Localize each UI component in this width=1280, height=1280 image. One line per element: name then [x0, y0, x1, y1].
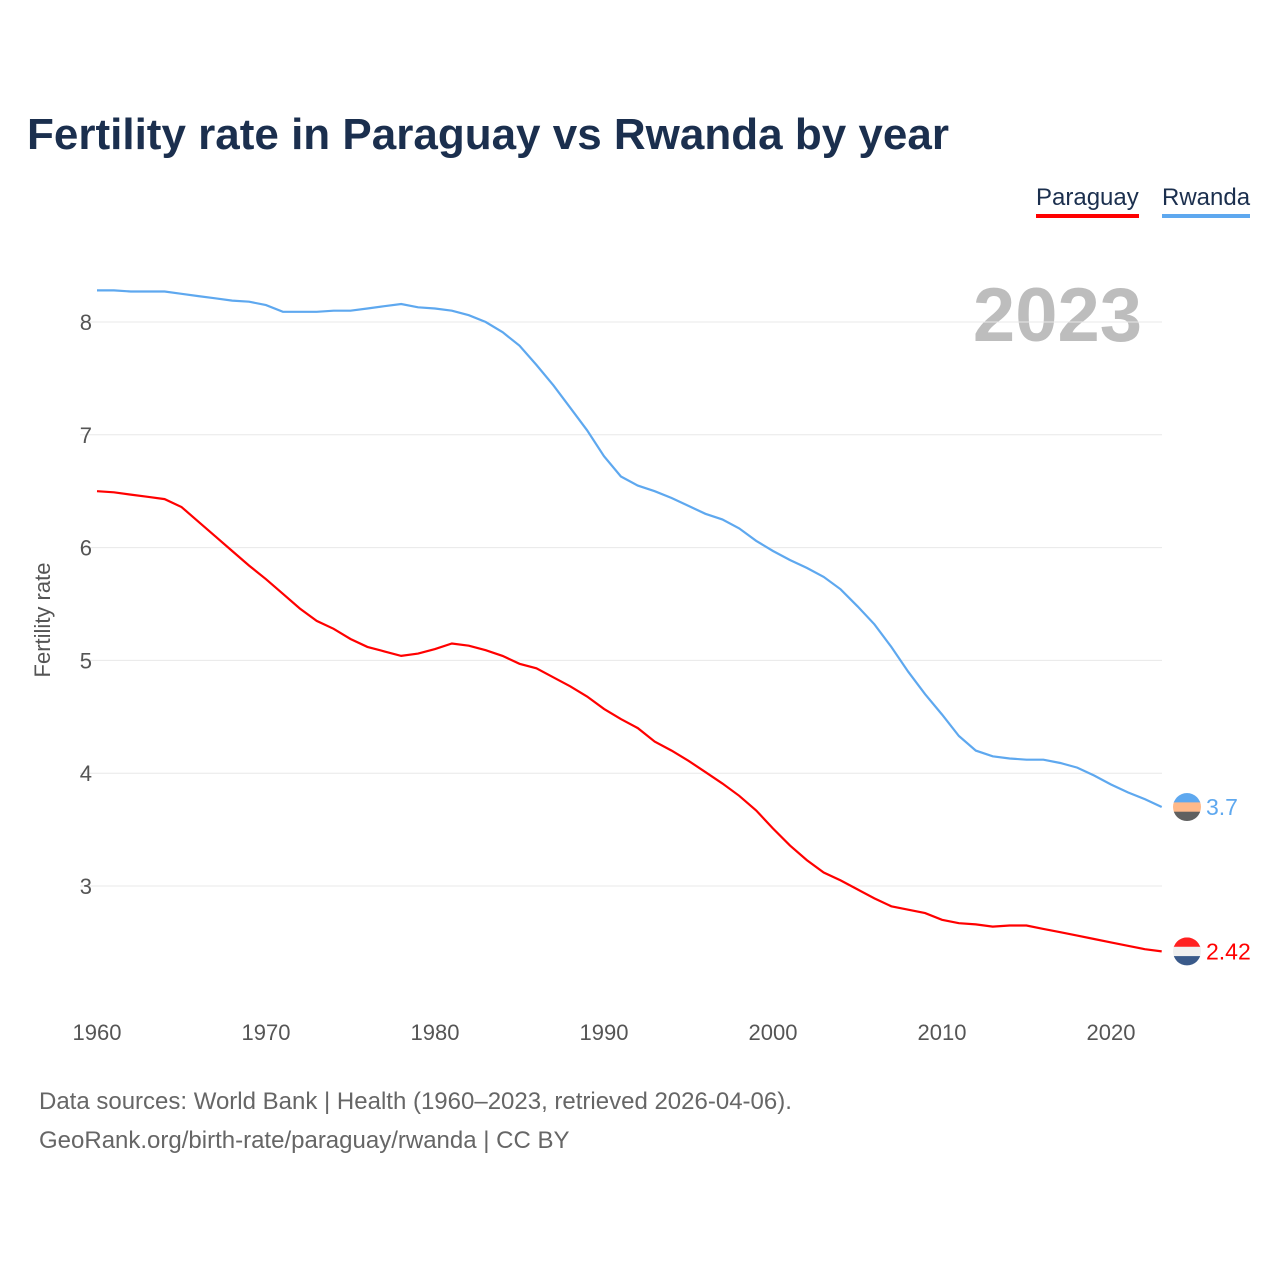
- series-line-rwanda: [97, 289, 1163, 808]
- paraguay-flag-icon: [1173, 937, 1201, 966]
- rwanda-flag-icon: [1173, 793, 1201, 822]
- y-tick-label: 3: [80, 874, 92, 899]
- y-tick-label: 7: [80, 423, 92, 448]
- chart-title: Fertility rate in Paraguay vs Rwanda by …: [27, 110, 949, 159]
- x-tick-label: 2020: [1087, 1020, 1136, 1045]
- x-tick-label: 1960: [73, 1020, 122, 1045]
- legend-paraguay[interactable]: Paraguay: [1036, 184, 1139, 218]
- x-tick-label: 1990: [580, 1020, 629, 1045]
- source-link[interactable]: GeoRank.org/birth-rate/paraguay/rwanda |…: [39, 1127, 570, 1154]
- x-tick-label: 1980: [411, 1020, 460, 1045]
- x-tick-label: 2010: [918, 1020, 967, 1045]
- year-label: 2023: [972, 273, 1142, 358]
- series-line-paraguay: [96, 490, 1162, 953]
- x-tick-label: 2000: [749, 1020, 798, 1045]
- y-tick-label: 5: [80, 648, 92, 673]
- source-text: Data sources: World Bank | Health (1960–…: [39, 1088, 792, 1115]
- legend-rwanda[interactable]: Rwanda: [1162, 184, 1251, 218]
- y-tick-label: 4: [80, 761, 92, 786]
- x-tick-label: 1970: [242, 1020, 291, 1045]
- end-value-label: 3.7: [1206, 794, 1238, 820]
- end-value-label: 2.42: [1206, 938, 1251, 964]
- y-tick-label: 8: [80, 310, 92, 335]
- y-tick-label: 6: [80, 536, 92, 561]
